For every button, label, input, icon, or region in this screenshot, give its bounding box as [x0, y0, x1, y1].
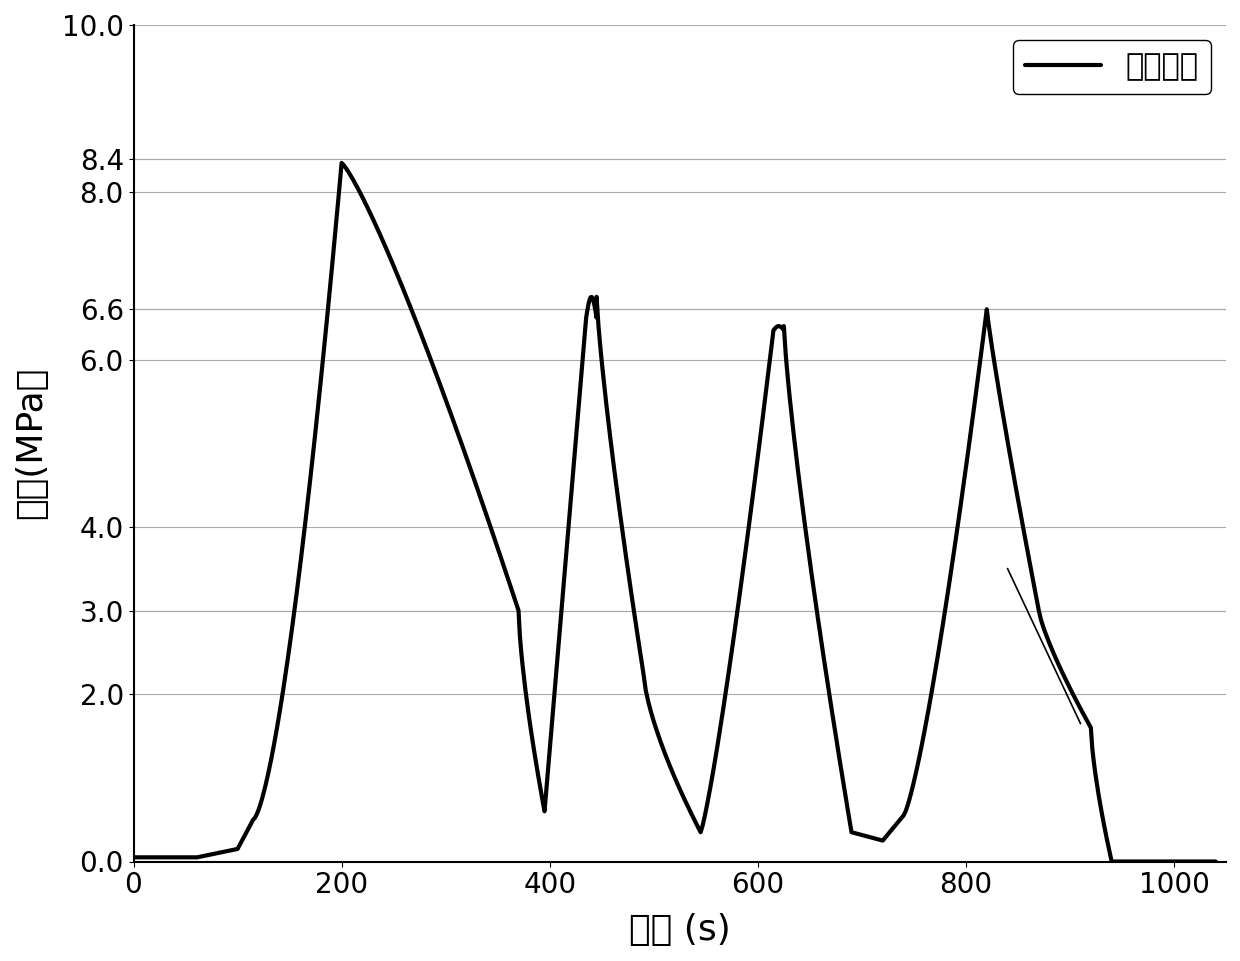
Legend: 压力曲线: 压力曲线 [1013, 40, 1210, 93]
压力曲线 [135, 851, 150, 863]
压力曲线 [1006, 470, 1021, 481]
压力曲线 [126, 851, 141, 863]
压力曲线 [853, 828, 868, 840]
X-axis label: 时间 (s): 时间 (s) [629, 913, 730, 948]
压力曲线 [334, 158, 348, 169]
压力曲线 [223, 845, 238, 856]
压力曲线 [792, 480, 807, 491]
Line: 压力曲线: 压力曲线 [134, 163, 1215, 861]
压力曲线 [1104, 855, 1118, 867]
压力曲线 [1208, 855, 1223, 867]
Y-axis label: 压力(MPa）: 压力(MPa） [14, 367, 48, 519]
压力曲线 [1032, 604, 1047, 616]
